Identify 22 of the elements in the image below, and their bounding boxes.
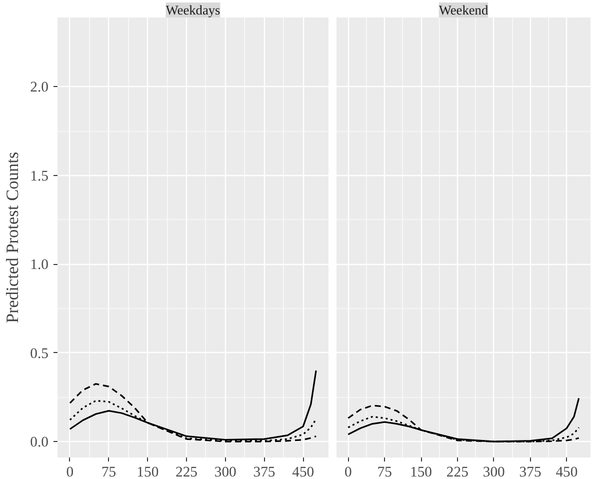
- x-tick-label: 450: [556, 464, 578, 479]
- y-axis-title: Predicted Protest Counts: [3, 152, 22, 324]
- x-tick-label: 150: [410, 464, 432, 479]
- x-tick-label: 300: [214, 464, 236, 479]
- x-tick-label: 0: [66, 464, 74, 479]
- y-tick-label: 2.0: [30, 80, 49, 96]
- x-tick-label: 450: [292, 464, 314, 479]
- x-tick-label: 75: [377, 464, 392, 479]
- x-tick-label: 225: [446, 464, 468, 479]
- x-tick-label: 300: [482, 464, 505, 479]
- x-tick-label: 75: [101, 464, 116, 479]
- x-tick-label: 375: [519, 464, 542, 479]
- x-tick-label: 225: [176, 464, 198, 479]
- y-tick-label: 1.5: [30, 168, 49, 184]
- chart-title: Weekend: [438, 2, 488, 18]
- chart-title: Weekdays: [166, 2, 220, 18]
- x-tick-label: 150: [136, 464, 159, 479]
- y-tick-label: 0.5: [30, 346, 49, 362]
- x-tick-label: 375: [253, 464, 276, 479]
- x-tick-label: 0: [344, 464, 352, 479]
- y-tick-label: 0.0: [30, 434, 49, 451]
- y-tick-label: 1.0: [30, 257, 49, 274]
